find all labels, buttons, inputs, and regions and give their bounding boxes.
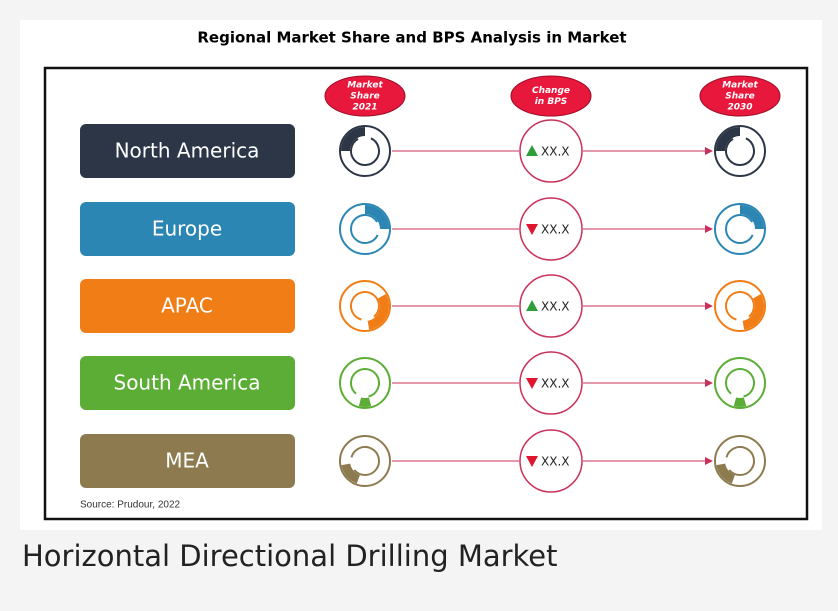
change-circle [519, 351, 583, 415]
change-circle [519, 119, 583, 183]
donut-segment [733, 397, 747, 407]
donut-outer [714, 125, 766, 177]
change-circle [519, 429, 583, 493]
donut-inner [725, 446, 755, 476]
caption: Horizontal Directional Drilling Market [22, 539, 558, 573]
donut-segment [716, 127, 741, 152]
donut-outer [714, 435, 766, 487]
donut-segment [367, 294, 389, 330]
donut-inner [350, 368, 380, 398]
region-box [80, 202, 295, 256]
donut-outer [339, 125, 391, 177]
donut-segment [739, 205, 764, 230]
region-name: MEA [165, 449, 209, 473]
donut-inner [350, 214, 379, 244]
region-name: Europe [152, 217, 222, 241]
change-value: XX.X [541, 300, 569, 314]
change-value: XX.X [541, 145, 569, 159]
column-badge [324, 75, 406, 117]
column-label: 2021 [352, 103, 377, 113]
donut-segment [742, 294, 764, 330]
trend-down [526, 224, 538, 235]
donut-outer [714, 280, 766, 332]
region-box [80, 124, 295, 178]
change-value: XX.X [541, 223, 569, 237]
column-label: Market [722, 81, 758, 91]
change-circle [519, 197, 583, 261]
trend-down [526, 378, 538, 389]
donut-inner [725, 368, 755, 398]
trend-up [526, 300, 538, 311]
change-circle [519, 274, 583, 338]
donut-outer [339, 280, 391, 332]
column-label: Market [347, 81, 383, 91]
region-box [80, 279, 295, 333]
trend-down [526, 456, 538, 467]
donut-inner [725, 291, 755, 321]
donut-outer [714, 203, 766, 255]
donut-inner [725, 137, 755, 166]
source: Source: Prudour, 2022 [80, 500, 181, 511]
region-name: North America [115, 139, 260, 163]
region-box [80, 356, 295, 410]
title: Regional Market Share and BPS Analysis i… [197, 29, 626, 47]
column-label: 2030 [727, 103, 752, 113]
column-label: Share [350, 92, 380, 102]
region-name: APAC [161, 294, 213, 318]
donut-inner [350, 137, 380, 166]
change-value: XX.X [541, 377, 569, 391]
column-label: Share [725, 92, 755, 102]
column-label: Change [532, 86, 570, 96]
donut-segment [364, 205, 389, 230]
donut-segment [358, 397, 372, 407]
region-name: South America [114, 371, 261, 395]
donut-inner [350, 446, 380, 476]
donut-outer [714, 357, 766, 409]
donut-outer [339, 203, 391, 255]
region-box [80, 434, 295, 488]
donut-outer [339, 435, 391, 487]
column-label: in BPS [535, 97, 568, 107]
donut-outer [339, 357, 391, 409]
change-value: XX.X [541, 455, 569, 469]
donut-inner [350, 291, 380, 321]
column-badge [699, 75, 781, 117]
donut-segment [341, 127, 366, 152]
donut-inner [725, 214, 754, 244]
donut-segment [341, 463, 361, 484]
column-badge [510, 75, 592, 117]
donut-segment [716, 463, 736, 484]
trend-up [526, 145, 538, 156]
